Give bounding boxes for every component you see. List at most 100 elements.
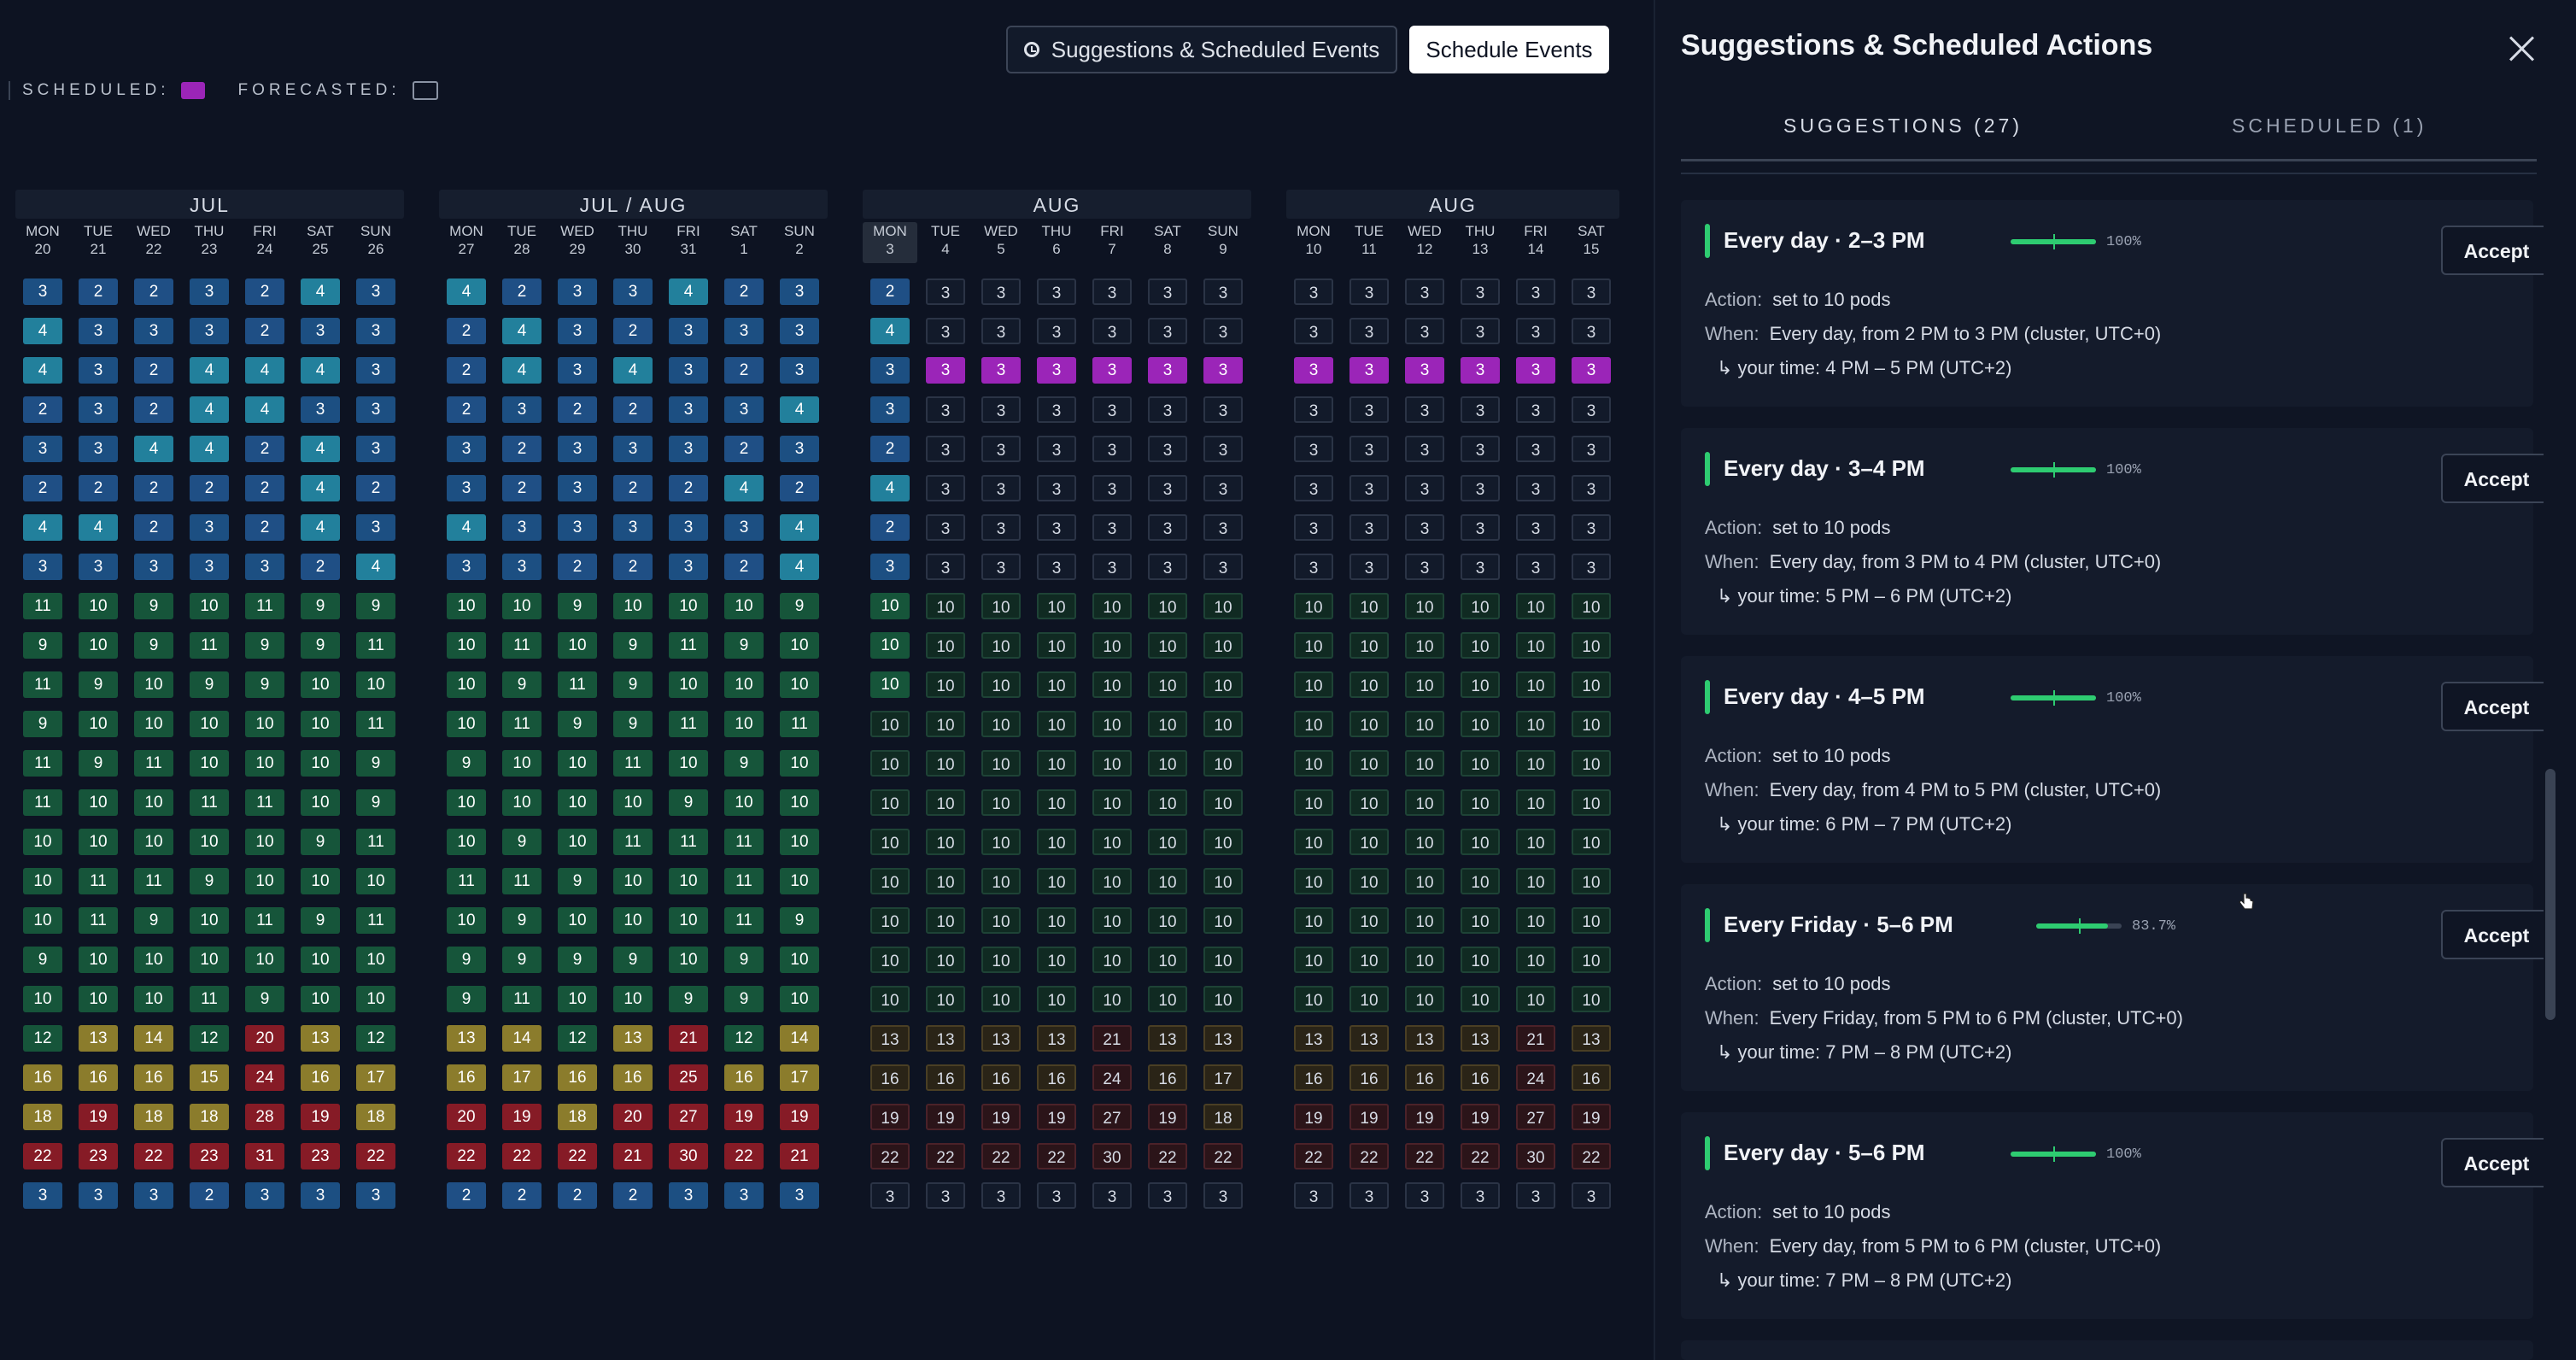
scrollbar-thumb[interactable] [2545, 769, 2556, 1020]
heatmap-cell[interactable]: 3 [780, 278, 819, 305]
heatmap-cell[interactable]: 10 [558, 986, 597, 1012]
heatmap-cell[interactable]: 10 [1148, 750, 1187, 777]
heatmap-cell[interactable]: 10 [558, 907, 597, 934]
heatmap-cell[interactable]: 3 [1516, 475, 1555, 501]
heatmap-cell[interactable]: 16 [79, 1064, 118, 1091]
heatmap-cell[interactable]: 11 [780, 711, 819, 737]
heatmap-cell[interactable]: 19 [1461, 1104, 1500, 1130]
heatmap-cell[interactable]: 3 [1148, 278, 1187, 305]
heatmap-cell[interactable]: 22 [134, 1143, 173, 1169]
heatmap-cell[interactable]: 3 [926, 554, 965, 580]
heatmap-cell[interactable]: 10 [669, 947, 708, 973]
heatmap-cell[interactable]: 11 [356, 632, 395, 659]
heatmap-cell[interactable]: 10 [981, 868, 1021, 894]
heatmap-cell[interactable]: 9 [780, 593, 819, 619]
heatmap-cell[interactable]: 10 [1037, 907, 1076, 934]
heatmap-cell[interactable]: 9 [447, 750, 486, 777]
heatmap-cell[interactable]: 3 [502, 514, 542, 541]
heatmap-cell[interactable]: 10 [926, 711, 965, 737]
heatmap-cell[interactable]: 9 [558, 711, 597, 737]
heatmap-cell[interactable]: 10 [1405, 593, 1444, 619]
heatmap-cell[interactable]: 30 [1516, 1143, 1555, 1169]
heatmap-cell[interactable]: 3 [1572, 357, 1611, 384]
heatmap-cell[interactable]: 9 [301, 632, 340, 659]
heatmap-cell[interactable]: 11 [502, 711, 542, 737]
heatmap-cell[interactable]: 22 [1572, 1143, 1611, 1169]
heatmap-cell[interactable]: 20 [613, 1104, 653, 1130]
heatmap-cell[interactable]: 9 [613, 671, 653, 698]
heatmap-cell[interactable]: 4 [724, 475, 764, 501]
heatmap-cell[interactable]: 10 [1037, 671, 1076, 698]
heatmap-cell[interactable]: 11 [613, 829, 653, 855]
heatmap-cell[interactable]: 22 [981, 1143, 1021, 1169]
heatmap-cell[interactable]: 10 [1349, 632, 1389, 659]
heatmap-cell[interactable]: 11 [134, 750, 173, 777]
heatmap-cell[interactable]: 3 [1349, 554, 1389, 580]
heatmap-cell[interactable]: 10 [190, 829, 229, 855]
heatmap-cell[interactable]: 10 [1572, 829, 1611, 855]
heatmap-cell[interactable]: 13 [447, 1025, 486, 1052]
heatmap-cell[interactable]: 11 [502, 986, 542, 1012]
tab-scheduled[interactable]: SCHEDULED (1) [2232, 114, 2427, 137]
heatmap-cell[interactable]: 10 [1203, 829, 1243, 855]
heatmap-cell[interactable]: 2 [356, 475, 395, 501]
heatmap-cell[interactable]: 10 [79, 789, 118, 816]
heatmap-cell[interactable]: 3 [1461, 396, 1500, 423]
heatmap-cell[interactable]: 18 [356, 1104, 395, 1130]
tab-suggestions[interactable]: SUGGESTIONS (27) [1783, 114, 2023, 137]
heatmap-cell[interactable]: 10 [981, 947, 1021, 973]
heatmap-cell[interactable]: 10 [613, 907, 653, 934]
heatmap-cell[interactable]: 10 [134, 947, 173, 973]
heatmap-cell[interactable]: 3 [724, 1182, 764, 1209]
heatmap-cell[interactable]: 3 [669, 436, 708, 462]
heatmap-cell[interactable]: 16 [1572, 1064, 1611, 1091]
heatmap-cell[interactable]: 10 [870, 671, 910, 698]
heatmap-cell[interactable]: 10 [1092, 632, 1132, 659]
heatmap-cell[interactable]: 10 [301, 671, 340, 698]
heatmap-cell[interactable]: 10 [1461, 789, 1500, 816]
heatmap-cell[interactable]: 2 [190, 475, 229, 501]
heatmap-cell[interactable]: 3 [1148, 514, 1187, 541]
heatmap-cell[interactable]: 10 [1516, 750, 1555, 777]
heatmap-cell[interactable]: 10 [1349, 593, 1389, 619]
heatmap-cell[interactable]: 3 [981, 475, 1021, 501]
heatmap-cell[interactable]: 2 [301, 554, 340, 580]
heatmap-cell[interactable]: 10 [1294, 986, 1333, 1012]
heatmap-cell[interactable]: 3 [1203, 514, 1243, 541]
accept-button[interactable]: Accept [2441, 454, 2552, 503]
heatmap-cell[interactable]: 10 [926, 947, 965, 973]
heatmap-cell[interactable]: 3 [724, 318, 764, 344]
heatmap-cell[interactable]: 9 [724, 632, 764, 659]
heatmap-cell[interactable]: 3 [190, 514, 229, 541]
heatmap-cell[interactable]: 11 [23, 593, 62, 619]
heatmap-cell[interactable]: 3 [23, 1182, 62, 1209]
heatmap-cell[interactable]: 11 [724, 907, 764, 934]
heatmap-cell[interactable]: 3 [926, 396, 965, 423]
heatmap-cell[interactable]: 30 [1092, 1143, 1132, 1169]
heatmap-cell[interactable]: 18 [23, 1104, 62, 1130]
heatmap-cell[interactable]: 19 [870, 1104, 910, 1130]
heatmap-cell[interactable]: 2 [190, 1182, 229, 1209]
heatmap-cell[interactable]: 10 [1349, 750, 1389, 777]
heatmap-cell[interactable]: 21 [613, 1143, 653, 1169]
heatmap-cell[interactable]: 11 [245, 907, 284, 934]
heatmap-cell[interactable]: 3 [926, 357, 965, 384]
heatmap-cell[interactable]: 10 [1294, 671, 1333, 698]
heatmap-cell[interactable]: 13 [1294, 1025, 1333, 1052]
heatmap-cell[interactable]: 18 [558, 1104, 597, 1130]
heatmap-cell[interactable]: 10 [1461, 750, 1500, 777]
heatmap-cell[interactable]: 3 [926, 475, 965, 501]
heatmap-cell[interactable]: 3 [301, 1182, 340, 1209]
heatmap-cell[interactable]: 10 [870, 632, 910, 659]
heatmap-cell[interactable]: 3 [1349, 514, 1389, 541]
heatmap-cell[interactable]: 13 [613, 1025, 653, 1052]
heatmap-cell[interactable]: 10 [190, 711, 229, 737]
heatmap-cell[interactable]: 31 [245, 1143, 284, 1169]
heatmap-cell[interactable]: 13 [1203, 1025, 1243, 1052]
heatmap-cell[interactable]: 10 [245, 829, 284, 855]
heatmap-cell[interactable]: 9 [724, 947, 764, 973]
heatmap-cell[interactable]: 10 [301, 789, 340, 816]
heatmap-cell[interactable]: 3 [1516, 278, 1555, 305]
heatmap-cell[interactable]: 3 [1405, 554, 1444, 580]
heatmap-cell[interactable]: 2 [447, 396, 486, 423]
